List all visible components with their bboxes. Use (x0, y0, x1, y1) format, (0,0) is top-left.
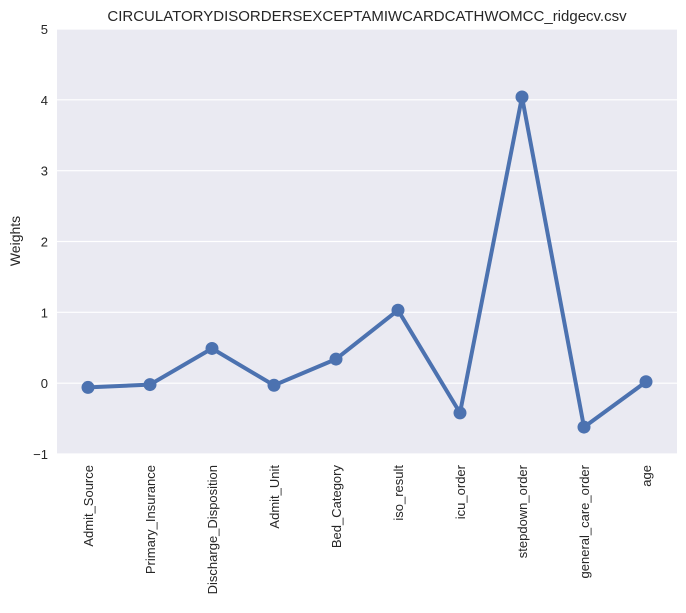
y-tick-label: 2 (41, 235, 48, 250)
data-points (81, 90, 653, 434)
y-tick-label: 5 (41, 22, 48, 37)
data-point (639, 375, 653, 389)
y-tick-label: 4 (41, 93, 48, 108)
data-point (143, 378, 157, 392)
data-point (577, 420, 591, 434)
x-tick-label: Discharge_Disposition (205, 465, 220, 594)
y-axis-label: Weights (7, 216, 23, 266)
data-point (515, 90, 529, 104)
y-tick-labels: −1 0 1 2 3 4 5 (33, 22, 48, 462)
y-tick-label: 3 (41, 164, 48, 179)
data-point (329, 352, 343, 366)
chart-title: CIRCULATORYDISORDERSEXCEPTAMIWCARDCATHWO… (107, 8, 627, 25)
x-tick-label: stepdown_order (515, 464, 530, 558)
data-point (391, 303, 405, 317)
data-point (267, 378, 281, 392)
data-point (81, 380, 95, 394)
x-tick-label: icu_order (453, 464, 468, 519)
y-tick-label: 0 (41, 376, 48, 391)
series-line-group (86, 95, 648, 430)
series-line (86, 95, 648, 430)
x-tick-label: Bed_Category (329, 465, 344, 549)
y-tick-label: 1 (41, 305, 48, 320)
x-tick-label: age (639, 465, 654, 487)
y-tick-label: −1 (33, 447, 48, 462)
x-tick-label: iso_result (391, 465, 406, 521)
x-tick-label: Primary_Insurance (143, 465, 158, 574)
x-tick-label: general_care_order (577, 464, 592, 578)
data-point (453, 406, 467, 420)
x-tick-label: Admit_Source (81, 465, 96, 547)
grid-lines (57, 28, 677, 455)
x-tick-labels: Admit_Source Primary_Insurance Discharge_D… (81, 464, 654, 594)
data-point (205, 341, 219, 355)
x-tick-label: Admit_Unit (267, 465, 282, 529)
